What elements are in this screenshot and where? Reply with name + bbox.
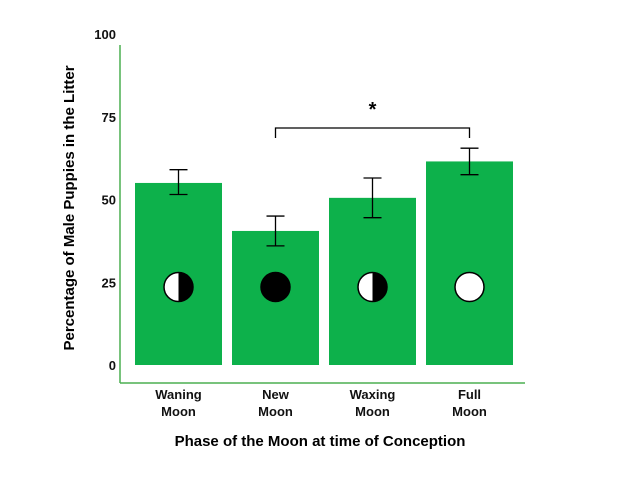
y-tick-label: 0 <box>109 358 116 373</box>
y-axis-title: Percentage of Male Puppies in the Litter <box>61 65 78 350</box>
x-category-label: New Moon <box>258 387 293 419</box>
x-category-label-line: Waning <box>155 387 202 402</box>
bar <box>426 161 513 365</box>
error-bar <box>169 169 188 196</box>
y-tick-label: 25 <box>102 275 116 290</box>
y-tick-label: 75 <box>102 110 116 125</box>
moon-disc <box>260 271 291 303</box>
x-category-label-line: Moon <box>355 404 390 419</box>
new-moon-icon <box>260 271 291 303</box>
bars <box>135 161 513 365</box>
y-tick-label: 100 <box>94 27 116 42</box>
moon-icons <box>163 271 485 303</box>
x-category-label-line: New <box>262 387 290 402</box>
x-category-label-line: Moon <box>452 404 487 419</box>
x-category-label: Waning Moon <box>155 387 202 419</box>
significance-label: * <box>369 99 377 121</box>
x-category-label-line: Waxing <box>350 387 396 402</box>
x-category-label-line: Moon <box>161 404 196 419</box>
x-category-label: Waxing Moon <box>350 387 396 419</box>
x-category-label-line: Moon <box>258 404 293 419</box>
error-bar <box>266 215 285 247</box>
x-category-labels: Waning Moon New Moon Waxing Moon Full Moon <box>155 387 487 419</box>
error-bar <box>363 177 382 219</box>
y-tick-label: 50 <box>102 193 116 208</box>
significance-line <box>274 127 471 138</box>
error-bar <box>460 147 479 176</box>
significance-bracket: * <box>274 99 471 138</box>
x-category-label-line: Full <box>458 387 481 402</box>
x-axis-title: Phase of the Moon at time of Conception <box>175 433 466 450</box>
error-bars <box>169 147 479 247</box>
y-ticks: 0 25 50 75 100 <box>94 27 116 373</box>
x-category-label: Full Moon <box>452 387 487 419</box>
moon-dark-half <box>178 272 193 302</box>
full-moon-icon <box>454 271 485 303</box>
moon-disc <box>454 271 485 303</box>
waxing-moon-icon <box>357 271 388 303</box>
moon-dark-half <box>372 272 387 302</box>
axes <box>119 45 525 384</box>
waning-moon-icon <box>163 271 194 303</box>
